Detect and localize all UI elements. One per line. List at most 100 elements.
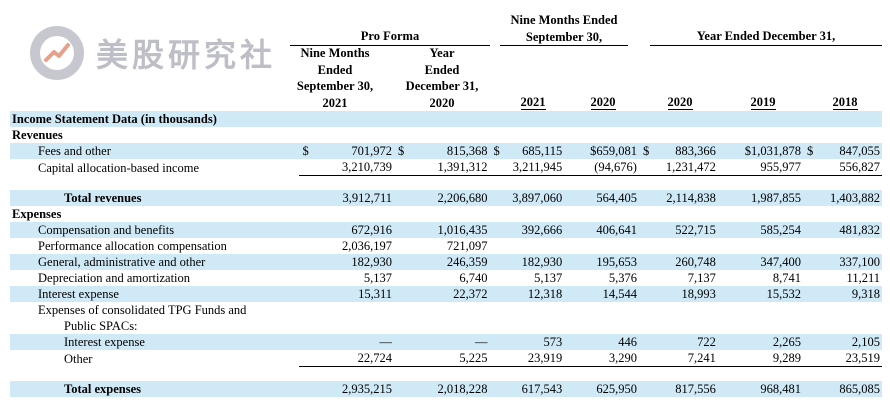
nine-months-group-header: Nine Months Ended September 30, (500, 12, 628, 46)
total-rev-pf-nine: 3,912,711 (313, 190, 395, 206)
cell-value: 5,225 (408, 350, 490, 367)
table-row: General, administrative and other 182,93… (10, 254, 882, 270)
cell-value: 195,653 (564, 254, 639, 270)
total-exp-pf-nine: 2,935,215 (313, 381, 395, 397)
cell-value: 7,137 (687, 271, 716, 285)
revenues-header-row: Revenues (10, 127, 882, 143)
total-rev-2020-nine: 564,405 (564, 190, 639, 206)
pro-forma-header: Pro Forma (290, 28, 490, 46)
consolidated-label-row-2: Public SPACs: (10, 318, 882, 334)
cell-value: 1,016,435 (408, 222, 490, 238)
cell-value: 12,318 (504, 286, 565, 302)
currency-sign: $ (802, 143, 818, 159)
fees-2020: 883,366 (653, 143, 718, 159)
year-group-header: Year Ended December 31, (650, 28, 882, 46)
table-row: Compensation and benefits 672,916 1,016,… (10, 222, 882, 238)
cell-value (718, 238, 803, 254)
cell-value: 11,211 (846, 271, 880, 285)
row-label: Interest expense (10, 286, 299, 302)
cell-value: 585,254 (717, 222, 803, 238)
section-title: Income Statement Data (in thousands) (10, 111, 882, 127)
capital-row: Capital allocation-based income 3,210,73… (10, 159, 882, 176)
cell-value: 2,036,197 (342, 239, 393, 253)
cell-value: 260,748 (653, 254, 718, 270)
currency-sign: $ (394, 143, 409, 159)
cell-value: 15,311 (313, 286, 395, 302)
total-expenses-label: Total expenses (10, 381, 299, 397)
table-row: Depreciation and amortization 5,137 6,74… (10, 270, 882, 286)
capital-2018: 556,827 (817, 159, 882, 176)
cell-value: — (313, 334, 395, 350)
year-header-2019: 2019 (750, 95, 776, 110)
cell-value: 23,519 (817, 350, 882, 367)
cell-value: 14,544 (564, 286, 639, 302)
total-exp-2020: 817,556 (653, 381, 718, 397)
watermark: 美股研究社 (30, 26, 276, 80)
cell-value: 18,993 (653, 286, 718, 302)
capital-2021: 3,211,945 (504, 159, 565, 176)
cell-value: 22,724 (313, 350, 395, 367)
total-revenues-row: Total revenues 3,912,711 2,206,680 3,897… (10, 190, 882, 206)
capital-label: Capital allocation-based income (38, 160, 200, 175)
cell-value: 9,289 (717, 350, 803, 367)
cell-value: 2,265 (717, 334, 803, 350)
total-rev-2020: 2,114,838 (653, 190, 718, 206)
consolidated-label-1: Expenses of consolidated TPG Funds and (38, 303, 247, 317)
sub-other-row: Other 22,724 5,225 23,919 3,290 7,241 9,… (10, 350, 882, 367)
cell-value: 392,666 (504, 222, 565, 238)
sub-interest-label: Interest expense (10, 334, 299, 350)
cell-value: 481,832 (817, 222, 882, 238)
total-exp-2018: 865,085 (817, 381, 882, 397)
income-statement-table: Income Statement Data (in thousands) Rev… (10, 111, 882, 397)
cell-value: 246,359 (408, 254, 490, 270)
cell-value: 23,919 (504, 350, 565, 367)
fees-2018: 847,055 (817, 143, 882, 159)
capital-2019: 955,977 (717, 159, 803, 176)
currency-sign: $ (298, 143, 314, 159)
total-expenses-row: Total expenses 2,935,215 2,018,228 617,5… (10, 381, 882, 397)
consolidated-label-row: Expenses of consolidated TPG Funds and (10, 302, 882, 318)
cell-value: 722 (653, 334, 718, 350)
fees-row: Fees and other $ 701,972 $ 815,368 $ 685… (10, 143, 882, 159)
spacer-row (10, 367, 882, 382)
currency-sign: $ (489, 143, 505, 159)
cell-value: 22,372 (408, 286, 490, 302)
cell-value: 2,105 (817, 334, 882, 350)
cell-value: 337,100 (817, 254, 882, 270)
sub-interest-row: Interest expense — — 573 446 722 2,265 2… (10, 334, 882, 350)
year-pf-header: Year Ended December 31, 2020 (397, 45, 487, 112)
total-rev-2018: 1,403,882 (817, 190, 882, 206)
year-header-2020a: 2020 (590, 95, 616, 110)
cell-value: 5,137 (363, 271, 393, 285)
year-header-2020b: 2020 (667, 95, 693, 110)
cell-value: — (408, 334, 490, 350)
table-row: Performance allocation compensation 2,03… (10, 238, 882, 254)
row-label: General, administrative and other (10, 254, 299, 270)
total-exp-2021: 617,543 (504, 381, 565, 397)
cell-value: 8,741 (772, 271, 801, 285)
sub-other-label: Other (64, 351, 93, 366)
cell-value: 182,930 (313, 254, 395, 270)
row-label: Performance allocation compensation (38, 239, 227, 253)
capital-pf-year: 1,391,312 (408, 159, 490, 176)
year-header-2021: 2021 (520, 95, 546, 110)
capital-2020-nine: (94,676) (564, 159, 639, 176)
cell-value: 573 (504, 334, 565, 350)
cell-value: 522,715 (653, 222, 718, 238)
year-header-2018: 2018 (832, 95, 858, 110)
consolidated-label-2: Public SPACs: (64, 319, 138, 333)
currency-sign: $ (638, 143, 654, 159)
cell-value: 3,290 (564, 350, 639, 367)
cell-value: 7,241 (653, 350, 718, 367)
cell-value (564, 238, 639, 254)
total-exp-2020-nine: 625,950 (564, 381, 639, 397)
watermark-logo-icon (30, 26, 84, 80)
fees-2020-nine: $659,081 (564, 143, 639, 159)
capital-2020: 1,231,472 (653, 159, 718, 176)
fees-2019: $1,031,878 (717, 143, 803, 159)
nine-months-pf-header: Nine Months Ended September 30, 2021 (290, 45, 380, 112)
cell-value: 6,740 (459, 271, 488, 285)
cell-value (654, 238, 718, 254)
cell-value: 446 (564, 334, 639, 350)
cell-value: 721,097 (446, 239, 488, 253)
